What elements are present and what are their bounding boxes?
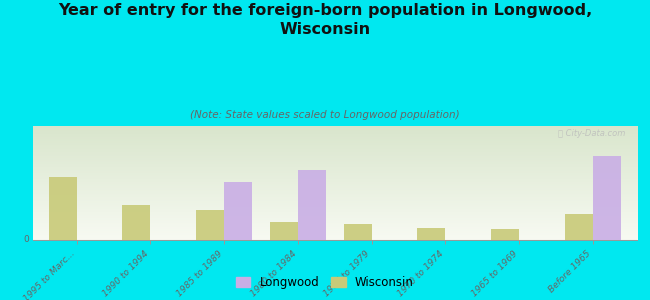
Bar <box>565 214 593 240</box>
Text: 0: 0 <box>23 236 29 244</box>
Bar <box>122 205 150 240</box>
Text: ⓒ City-Data.com: ⓒ City-Data.com <box>558 129 625 138</box>
Text: Year of entry for the foreign-born population in Longwood,
Wisconsin: Year of entry for the foreign-born popul… <box>58 3 592 37</box>
Bar <box>196 210 224 240</box>
Bar <box>417 228 445 240</box>
Bar <box>270 223 298 240</box>
Bar <box>344 224 372 240</box>
Bar <box>298 170 326 240</box>
Bar <box>491 230 519 240</box>
Text: (Note: State values scaled to Longwood population): (Note: State values scaled to Longwood p… <box>190 110 460 119</box>
Bar <box>224 182 252 240</box>
Bar <box>49 177 77 240</box>
Legend: Longwood, Wisconsin: Longwood, Wisconsin <box>231 272 419 294</box>
Bar <box>593 156 621 240</box>
